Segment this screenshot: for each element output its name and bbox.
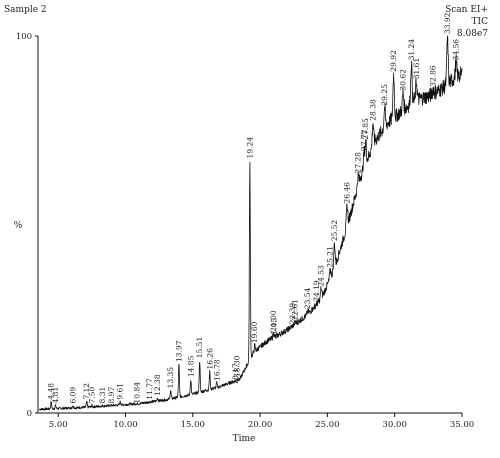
x-tick-label: 30.00	[383, 420, 407, 430]
peak-label: 31.24	[407, 39, 416, 61]
peak-label: 21.05	[270, 318, 279, 340]
peak-label: 27.28	[354, 152, 363, 174]
peak-label: 10.84	[132, 382, 141, 404]
peak-label: 31.61	[412, 58, 421, 79]
peak-label: 6.09	[68, 387, 77, 404]
peak-label: 24.19	[312, 280, 321, 302]
tic-label: TIC	[472, 17, 489, 27]
peak-label: 29.92	[389, 50, 398, 72]
peak-label: 4.81	[51, 387, 60, 404]
peak-label: 11.77	[145, 378, 154, 400]
peak-label: 23.54	[303, 287, 312, 309]
tic-trace-line	[39, 35, 463, 411]
peak-label: 9.61	[116, 383, 125, 400]
x-tick-label: 15.00	[181, 420, 205, 430]
peak-label: 4.48	[47, 383, 56, 400]
sample-title: Sample 2	[4, 5, 47, 15]
peak-label: 21.00	[269, 310, 278, 332]
peak-label: 27.72	[359, 129, 368, 151]
peak-label: 7.12	[82, 383, 91, 400]
y-axis-label: %	[14, 221, 23, 231]
peak-label: 32.86	[429, 65, 438, 87]
x-tick-label: 5.00	[49, 420, 68, 430]
peak-label: 29.25	[380, 84, 389, 106]
y-tick-label: 100	[16, 32, 32, 42]
y-tick-label: 0	[27, 409, 32, 419]
tic-trace	[39, 35, 463, 411]
peak-label: 30.62	[398, 69, 407, 91]
peak-label: 8.97	[107, 387, 116, 404]
peak-label: 34.56	[452, 39, 461, 61]
peak-label: 25.52	[330, 220, 339, 242]
peak-label: 8.31	[98, 387, 107, 404]
peak-label: 24.53	[317, 265, 326, 287]
x-tick-label: 25.00	[315, 420, 339, 430]
scan-mode-label: Scan EI+	[445, 5, 488, 15]
peak-label: 7.50	[87, 387, 96, 404]
peak-label: 16.26	[205, 348, 214, 370]
x-tick-label: 20.00	[248, 420, 272, 430]
peak-label: 14.85	[186, 355, 195, 377]
x-tick-label: 35.00	[450, 420, 474, 430]
peak-label: 18.17	[231, 363, 240, 385]
peak-label: 19.24	[245, 137, 254, 159]
peak-label: 22.61	[291, 299, 300, 320]
peak-label: 12.38	[153, 374, 162, 396]
peak-label: 22.39	[288, 303, 297, 325]
axes: 5.00 10.00 15.00 20.00 25.00 30.00 35.00 0 100	[16, 32, 474, 430]
peak-label: 25.21	[326, 246, 335, 267]
intensity-label: 8.08e7	[457, 29, 488, 39]
peak-label: 33.92	[443, 12, 452, 34]
peak-label: 19.60	[250, 321, 259, 343]
peak-label: 28.38	[368, 99, 377, 121]
peak-label: 13.97	[174, 340, 183, 362]
peak-label: 13.35	[166, 367, 175, 389]
peak-label: 26.46	[343, 182, 352, 204]
peak-label: 27.85	[361, 118, 370, 140]
x-tick-label: 10.00	[113, 420, 137, 430]
peak-label: 15.51	[195, 337, 204, 358]
peak-label: 16.78	[212, 359, 221, 381]
x-axis-label: Time	[233, 434, 256, 444]
peak-label: 18.30	[233, 355, 242, 377]
peak-labels: 4.484.81 6.09 7.127.50 8.31 8.97 9.61 10.84 11.…	[47, 12, 461, 403]
